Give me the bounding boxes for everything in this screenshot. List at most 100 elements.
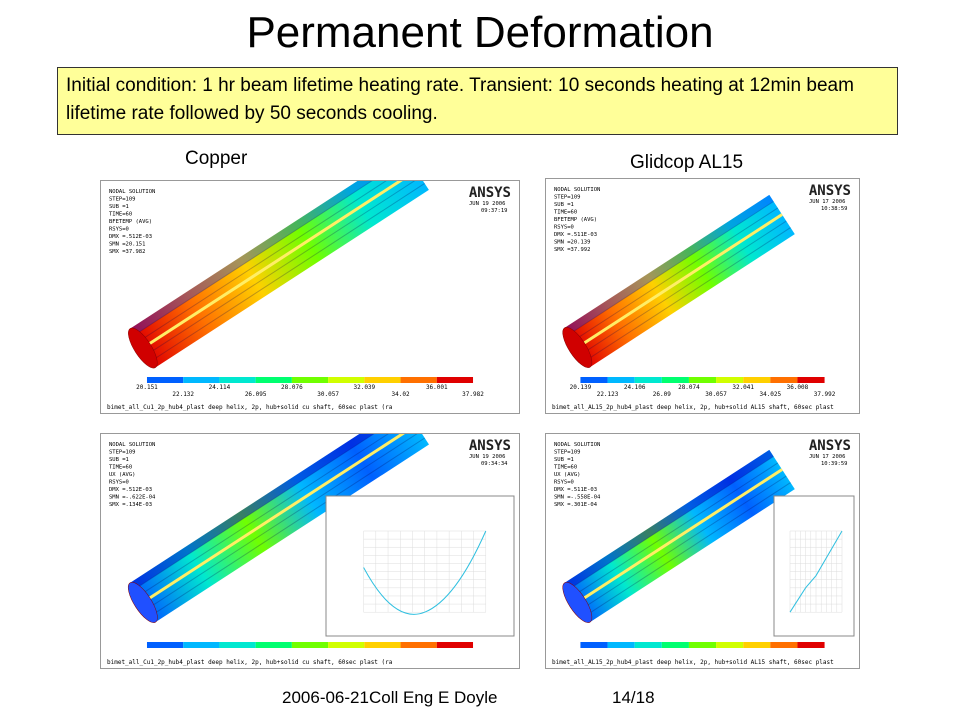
plot-info: RSYS=0 <box>554 480 574 486</box>
plot-info: NODAL SOLUTION <box>554 442 600 448</box>
legend-label: 30.057 <box>705 391 727 398</box>
shaft-stripe <box>572 207 779 342</box>
plot-info: DMX =.512E-03 <box>109 234 152 240</box>
plot-info: SMX =37.992 <box>554 247 590 253</box>
slide-title: Permanent Deformation <box>246 8 714 57</box>
plot-caption: bimet_all_Cu1_2p_hub4_plast deep helix, … <box>107 659 393 666</box>
plot-info: SMN =20.151 <box>109 242 145 248</box>
legend-label: 24.114 <box>209 384 231 391</box>
colorbar-cell <box>661 642 689 648</box>
shaft-top <box>130 181 408 336</box>
colorbar-cell <box>291 642 329 648</box>
shaft-end <box>562 327 593 368</box>
shaft-stripe <box>141 181 418 350</box>
colorbar-cell <box>219 642 256 648</box>
colorbar-cell <box>364 642 401 648</box>
colorbar-cell <box>255 377 292 383</box>
shaft-stripe <box>134 181 409 336</box>
colorbar-cell <box>797 377 825 383</box>
plot-info: SMN =-.622E-04 <box>109 495 156 501</box>
plot-info: STEP=109 <box>109 197 136 203</box>
colorbar-cell <box>146 642 184 648</box>
legend-label: 32.041 <box>732 384 754 391</box>
shaft-end <box>562 582 593 623</box>
plot-info: SMN =20.139 <box>554 240 590 246</box>
colorbar-cell <box>183 642 220 648</box>
plot-caption: bimet_all_AL15_2p_hub4_plast deep helix,… <box>552 404 834 411</box>
plot-info: UX (AVG) <box>554 472 581 478</box>
legend-label: 28.076 <box>281 384 303 391</box>
plot-info: SMX =37.982 <box>109 249 145 255</box>
legend-label: 20.151 <box>136 384 158 391</box>
legend-label: 36.001 <box>426 384 448 391</box>
plot-time: 09:34:34 <box>481 461 508 467</box>
legend-label: 34.02 <box>392 391 410 398</box>
plot-info: NODAL SOLUTION <box>554 187 600 193</box>
plot-info: UX (AVG) <box>109 472 136 478</box>
legend-label: 32.039 <box>353 384 375 391</box>
plot-info: RSYS=0 <box>109 227 129 233</box>
inset-curve <box>789 530 843 613</box>
shaft <box>562 449 795 623</box>
shaft-stripe <box>585 482 791 616</box>
colorbar-cell <box>328 377 365 383</box>
plot-info: TIME=60 <box>554 465 577 471</box>
colorbar-cell <box>580 377 608 383</box>
shaft-stripe <box>576 468 783 604</box>
legend-label: 26.09 <box>653 391 671 398</box>
shaft-stripe <box>150 183 425 362</box>
plot-info: DMX =.512E-03 <box>109 487 152 493</box>
colorbar-cell <box>743 642 771 648</box>
colorbar-cell <box>688 642 717 648</box>
ansys-logo: ANSYS <box>469 438 511 454</box>
label: Glidcop AL15 <box>630 152 744 173</box>
plot-caption: bimet_all_Cu1_2p_hub4_plast deep helix, … <box>107 404 393 411</box>
inset <box>773 495 855 637</box>
plot-info: SUB =1 <box>554 457 574 463</box>
shaft-end <box>127 582 158 623</box>
shaft-stripe <box>572 462 779 597</box>
footer-right: 14/18 <box>612 688 655 707</box>
plot-info: SMX =.134E-03 <box>109 502 152 508</box>
plot-info: RSYS=0 <box>109 480 129 486</box>
legend-label: 24.106 <box>624 384 646 391</box>
colorbar-cell <box>688 377 717 383</box>
colorbar-cell <box>607 377 635 383</box>
shaft-stripe <box>568 201 774 335</box>
shaft-top <box>564 194 774 335</box>
colorbar-cell <box>607 642 635 648</box>
plot-info: STEP=109 <box>109 450 136 456</box>
legend-label: 37.992 <box>814 391 836 398</box>
note-box: Initial condition: 1 hr beam lifetime he… <box>57 67 898 135</box>
colorbar-cell <box>797 642 825 648</box>
colorbar-cell <box>400 642 437 648</box>
ansys-logo: ANSYS <box>469 185 511 201</box>
colorbar-cell <box>770 377 798 383</box>
shaft-stripe <box>141 434 418 604</box>
plot-info: NODAL SOLUTION <box>109 189 155 195</box>
plot-time: 10:38:59 <box>821 206 848 212</box>
legend-label: 28.074 <box>678 384 700 391</box>
shaft-stripe <box>138 181 413 342</box>
colorbar-cell <box>770 642 798 648</box>
colorbar-cell <box>634 377 662 383</box>
plot-info: STEP=109 <box>554 195 581 201</box>
colorbar-cell <box>255 642 292 648</box>
plot-info: DMX =.511E-03 <box>554 232 597 238</box>
plot-info: TIME=60 <box>109 212 132 218</box>
legend-label: 22.123 <box>597 391 619 398</box>
colorbar-cell <box>291 377 329 383</box>
plot-info: SUB =1 <box>554 202 574 208</box>
plot-info: RSYS=0 <box>554 225 574 231</box>
shaft <box>127 434 429 623</box>
colorbar-cell <box>580 642 608 648</box>
plot-info: NODAL SOLUTION <box>109 442 155 448</box>
plot-info: SMX =.301E-04 <box>554 502 598 508</box>
plot-date: JUN 19 2006 <box>469 454 505 460</box>
colorbar-cell <box>183 377 220 383</box>
legend-label: 22.132 <box>172 391 194 398</box>
